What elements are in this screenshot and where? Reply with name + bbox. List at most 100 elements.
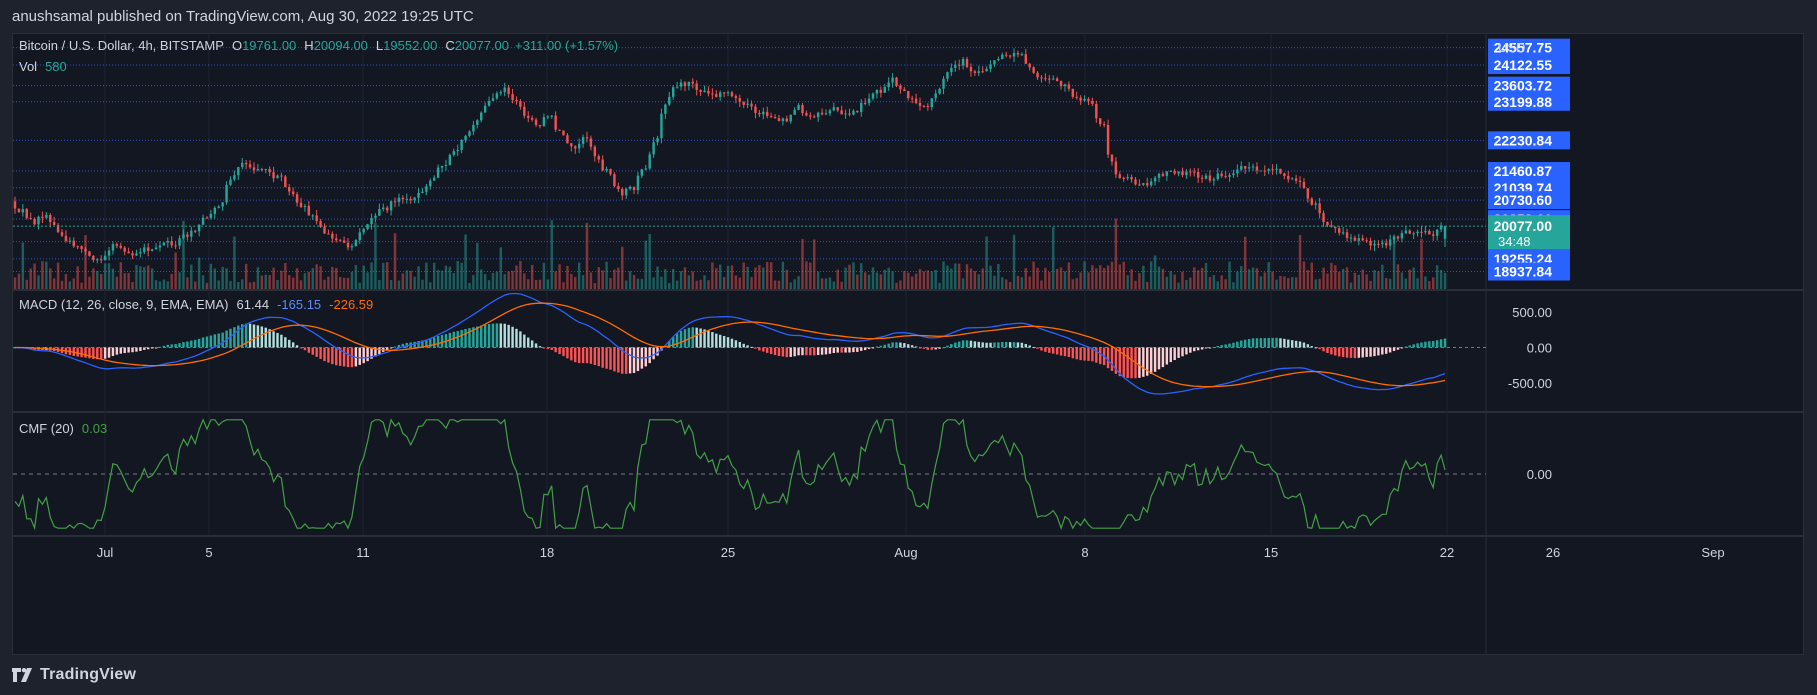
volume-bar: [797, 276, 800, 289]
close-label: C: [445, 38, 454, 53]
candle-body: [574, 146, 577, 149]
volume-bar: [1267, 262, 1270, 289]
macd-histogram-bar: [871, 347, 875, 349]
macd-histogram-bar: [1161, 347, 1165, 368]
volume-bar: [527, 279, 530, 289]
macd-histogram-bar: [1349, 347, 1353, 358]
volume-bar: [1439, 269, 1443, 289]
volume-bar: [871, 267, 875, 289]
macd-histogram-bar: [237, 325, 240, 348]
macd-histogram-bar: [1099, 347, 1102, 365]
volume-bar: [750, 277, 753, 289]
macd-histogram-bar: [1067, 347, 1071, 358]
volume-bar: [1153, 255, 1157, 289]
candle-body: [1255, 166, 1259, 171]
volume-bar: [883, 269, 886, 289]
volume-bar: [115, 276, 119, 289]
candle-body: [456, 150, 459, 152]
macd-histogram-bar: [1036, 347, 1039, 349]
candle-body: [777, 118, 781, 122]
candle-body: [981, 71, 984, 73]
macd-histogram-bar: [1392, 347, 1396, 351]
candle-body: [530, 117, 534, 120]
candle-body: [558, 129, 561, 131]
volume-bar: [1279, 275, 1282, 289]
macd-histogram-bar: [828, 347, 832, 354]
volume-bar: [538, 279, 542, 289]
macd-histogram-bar: [1435, 340, 1439, 348]
volume-bar: [562, 282, 565, 289]
volume-bar: [440, 270, 444, 289]
candle-body: [260, 168, 264, 170]
x-axis-tick: 5: [205, 545, 212, 560]
candle-body: [1185, 171, 1188, 176]
tradingview-logo[interactable]: TradingView: [12, 665, 136, 685]
candle-body: [934, 93, 937, 99]
volume-bar: [981, 268, 984, 289]
macd-histogram-bar: [813, 347, 816, 356]
volume-bar: [813, 239, 816, 289]
volume-bar: [1408, 269, 1411, 289]
volume-bar: [21, 242, 25, 289]
macd-histogram-bar: [1263, 338, 1266, 348]
volume-bar: [1146, 281, 1149, 289]
chart-container[interactable]: 24557.75 24122.55 23603.72 23199.88 22230.84…: [12, 33, 1804, 655]
candle-body: [871, 93, 875, 99]
candle-body: [49, 214, 52, 223]
macd-histogram-bar: [734, 340, 738, 348]
candle-body: [1044, 78, 1047, 80]
volume-bar: [624, 280, 628, 289]
volume-bar: [92, 268, 95, 289]
candle-body: [1228, 175, 1231, 177]
macd-histogram-bar: [1204, 347, 1208, 349]
volume-bar: [1287, 277, 1290, 289]
macd-histogram-bar: [538, 346, 542, 348]
candle-body: [370, 217, 373, 225]
volume-bar: [276, 279, 279, 289]
candle-body: [1055, 78, 1059, 82]
candle-body: [409, 198, 412, 201]
volume-bar: [570, 273, 573, 289]
volume-bar: [903, 271, 906, 289]
candle-body: [664, 104, 667, 114]
macd-histogram-bar: [327, 347, 330, 363]
candle-body: [1087, 98, 1090, 101]
volume-bar: [448, 266, 452, 289]
macd-histogram-bar: [1001, 342, 1004, 348]
price-level-label: 21460.87: [1494, 163, 1553, 179]
macd-histogram-bar: [346, 347, 350, 368]
candle-body: [166, 241, 170, 243]
volume-bar: [977, 274, 980, 289]
macd-histogram-bar: [241, 324, 244, 348]
volume-bar: [852, 262, 855, 289]
candle-body: [1439, 225, 1443, 230]
candle-body: [84, 248, 87, 252]
volume-bar: [421, 279, 424, 289]
macd-histogram-bar: [33, 347, 36, 351]
volume-bar: [119, 262, 122, 289]
x-axis-tick: Aug: [894, 545, 917, 560]
volume-bar: [229, 281, 232, 289]
macd-histogram-bar: [977, 341, 980, 348]
macd-histogram-bar: [613, 347, 616, 372]
volume-bar: [366, 272, 369, 289]
macd-histogram-bar: [209, 335, 213, 348]
candle-body: [746, 103, 749, 105]
volume-value: 580: [45, 59, 67, 74]
volume-bar: [405, 270, 408, 289]
macd-histogram-bar: [1028, 345, 1031, 348]
candle-body: [241, 162, 244, 168]
candle-body: [961, 59, 965, 66]
macd-histogram-bar: [534, 343, 538, 348]
candle-body: [205, 217, 209, 219]
macd-histogram-bar: [883, 344, 886, 348]
macd-histogram-bar: [84, 347, 87, 358]
candle-body: [256, 168, 260, 171]
macd-histogram-bar: [299, 347, 303, 349]
volume-bar: [401, 273, 405, 289]
candle-body: [1099, 118, 1102, 125]
macd-histogram-bar: [1157, 347, 1161, 370]
volume-bar: [1326, 273, 1329, 289]
